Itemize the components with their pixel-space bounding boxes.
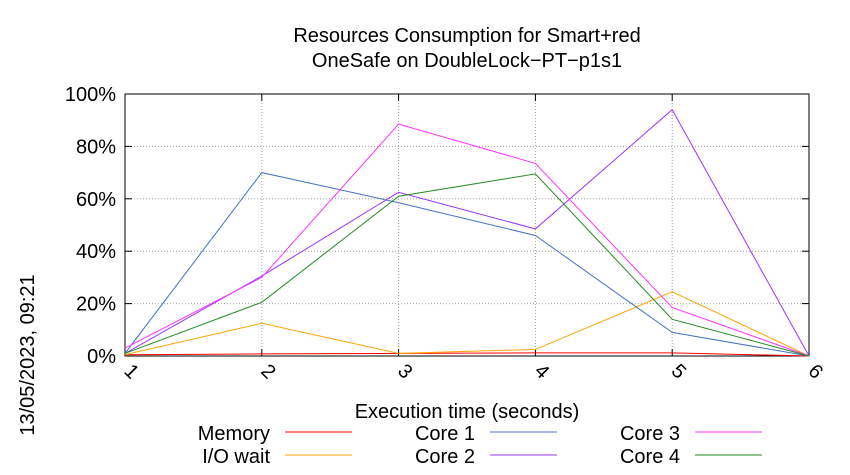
legend-label-core-3: Core 3 — [620, 423, 680, 445]
x-tick-label: 3 — [393, 360, 416, 383]
legend-label-core-4: Core 4 — [620, 446, 680, 468]
legend-label-memory: Memory — [198, 423, 270, 445]
series-line-core-3 — [124, 123, 810, 357]
legend-label-core-1: Core 1 — [415, 423, 475, 445]
x-axis: 1 2 3 4 5 6 — [120, 94, 827, 383]
y-tick-label: 40% — [76, 241, 116, 263]
y-tick-label: 20% — [76, 294, 116, 316]
timestamp-label: 13/05/2023, 09:21 — [17, 274, 39, 435]
y-axis: 0% 20% 40% 60% 80% 100% — [65, 84, 809, 368]
series-lines — [124, 108, 810, 357]
legend-label-i-o-wait: I/O wait — [202, 446, 270, 468]
series-line-i-o-wait — [124, 291, 810, 357]
series-line-core-1 — [124, 172, 810, 357]
x-axis-label: Execution time (seconds) — [355, 401, 580, 423]
x-tick-label: 2 — [256, 360, 279, 383]
chart-title-line-1: Resources Consumption for Smart+red — [293, 25, 640, 47]
grid — [125, 94, 809, 356]
y-tick-label: 0% — [87, 346, 116, 368]
y-tick-label: 100% — [65, 84, 116, 106]
series-line-memory — [124, 352, 810, 357]
y-tick-label: 60% — [76, 189, 116, 211]
chart-title-line-2: OneSafe on DoubleLock−PT−p1s1 — [312, 50, 622, 72]
plot-frame — [124, 93, 810, 357]
x-tick-label: 4 — [530, 360, 553, 383]
x-tick-label: 5 — [667, 360, 690, 383]
legend-label-core-2: Core 2 — [415, 446, 475, 468]
y-tick-label: 80% — [76, 136, 116, 158]
x-tick-label: 1 — [120, 360, 143, 383]
x-tick-label: 6 — [804, 360, 827, 383]
series-line-core-4 — [124, 173, 810, 357]
